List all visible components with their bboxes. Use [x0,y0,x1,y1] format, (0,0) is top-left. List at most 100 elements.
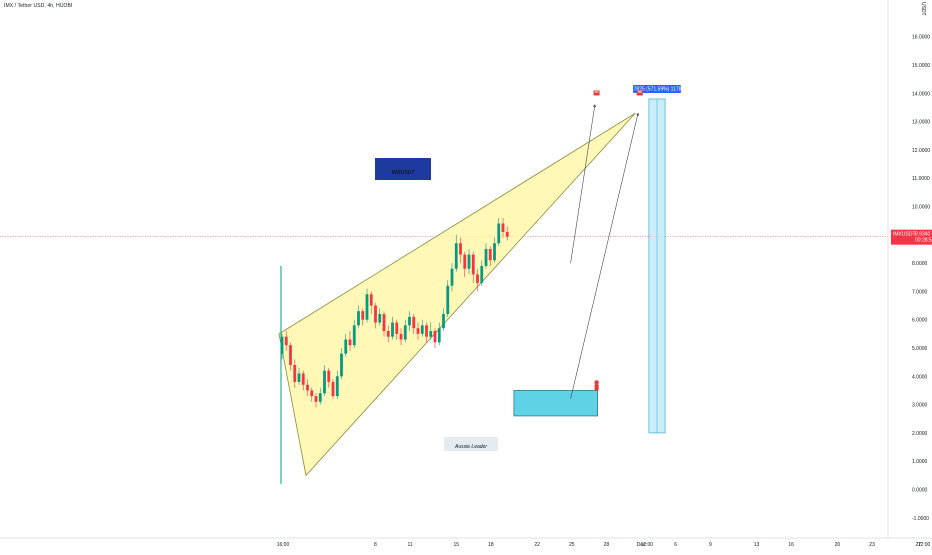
person-icon-body [594,384,599,391]
last-price-symbol: IMXUSDT [893,232,916,238]
candle-body [335,376,339,397]
candle-body [361,311,365,320]
candle-body [395,322,399,334]
candle-body [306,384,309,391]
candle-body [382,314,386,332]
candle-body [289,345,292,365]
projection-arrow [570,104,597,264]
x-tick-label: 8 [374,542,377,548]
x-tick-label: 11 [407,542,412,548]
y-tick-label: 15.0000 [912,63,930,69]
candle-body [280,336,284,354]
x-tick-label: 16:00 [277,542,290,548]
candle-body [284,336,288,346]
x-tick-label: 20 [835,542,841,548]
x-tick-label: 25 [569,542,575,548]
x-tick-label: 22 [534,542,540,548]
x-tick-label: 9 [709,542,712,548]
candle-body [318,393,322,402]
x-tick-label: 27 [915,542,921,548]
candle-body [352,325,356,346]
x-tick-label: 18 [488,542,494,548]
candle-body [403,325,407,340]
candle-body [391,322,394,337]
candle-body [293,364,297,382]
candle-body [501,223,505,232]
candle-body [476,274,479,283]
range-label: 11.7825 (571.59%) 117825 [627,87,687,93]
candle-body [365,294,369,320]
author-label: Aussie Leader [454,444,487,450]
candle-body [378,314,382,323]
marker-icon-detail [637,91,642,93]
x-tick-label: 15 [453,542,459,548]
x-tick-label: 23 [869,542,875,548]
candle-body [412,316,416,329]
candle-body [459,243,462,255]
candle-body [437,328,441,343]
x-tick-label: 12:00 [918,542,931,548]
y-tick-label: 5.0000 [912,346,928,352]
x-tick-label: 28 [604,542,610,548]
symbol-label: IMXUSDT [392,170,415,176]
marker-icon [636,90,643,96]
rising-wedge [278,112,636,477]
y-tick-label: 7.0000 [912,289,928,295]
y-tick-label: 0.0000 [912,488,928,494]
candle-body [344,339,348,354]
y-tick-label: 12.0000 [912,148,930,154]
candle-body [484,248,488,266]
y-tick-label: 10.0000 [912,205,930,211]
entry-zone-box [513,390,599,417]
last-price-countdown: 00:28:53 [915,238,932,244]
person-icon [594,380,599,385]
candle-body [310,390,314,397]
y-tick-label: -1.0000 [912,516,929,522]
y-tick-label: 4.0000 [912,374,928,380]
y-tick-label: 16.0000 [912,35,930,41]
candle-body [425,325,428,337]
candle-body [314,396,318,402]
candle-body [323,370,326,394]
y-tick-label: 1.0000 [912,459,928,465]
candle-body [420,325,424,334]
candle-body [505,231,509,237]
candle-body [454,243,458,269]
x-tick-label: 13 [754,542,760,548]
candle-body [450,268,454,286]
candle-body [467,254,471,269]
candle-body [429,331,433,337]
candle-body [374,305,377,323]
y-tick-label: 11.0000 [912,176,930,182]
candle-body [301,373,305,385]
x-tick-label: 6 [674,542,677,548]
candle-body [488,248,492,261]
x-tick-label: 12:00 [641,542,654,548]
last-price-tag [891,229,932,245]
candle-body [463,254,467,269]
candle-body [297,373,301,382]
last-price-value: 8.9340 [915,232,931,238]
candle-body [408,316,411,326]
y-tick-label: 3.0000 [912,403,928,409]
y-tick-label: 2.0000 [912,431,928,437]
candle-body [386,331,390,337]
candle-body [348,339,352,346]
currency-label: USDT [920,2,926,16]
y-tick-label: 13.0000 [912,120,930,126]
candle-body [433,331,437,343]
projection-arrow [570,112,639,400]
candle-body [416,328,420,334]
candle-body [327,370,331,382]
candle-body [442,314,445,329]
x-tick-label: Dec [637,542,646,548]
candle-body [493,243,496,261]
candle-body [331,381,335,397]
y-tick-label: 6.0000 [912,318,928,324]
candle-body [340,353,343,377]
candle-body [399,333,403,340]
candle-body [497,223,501,244]
candle-body [480,265,484,283]
